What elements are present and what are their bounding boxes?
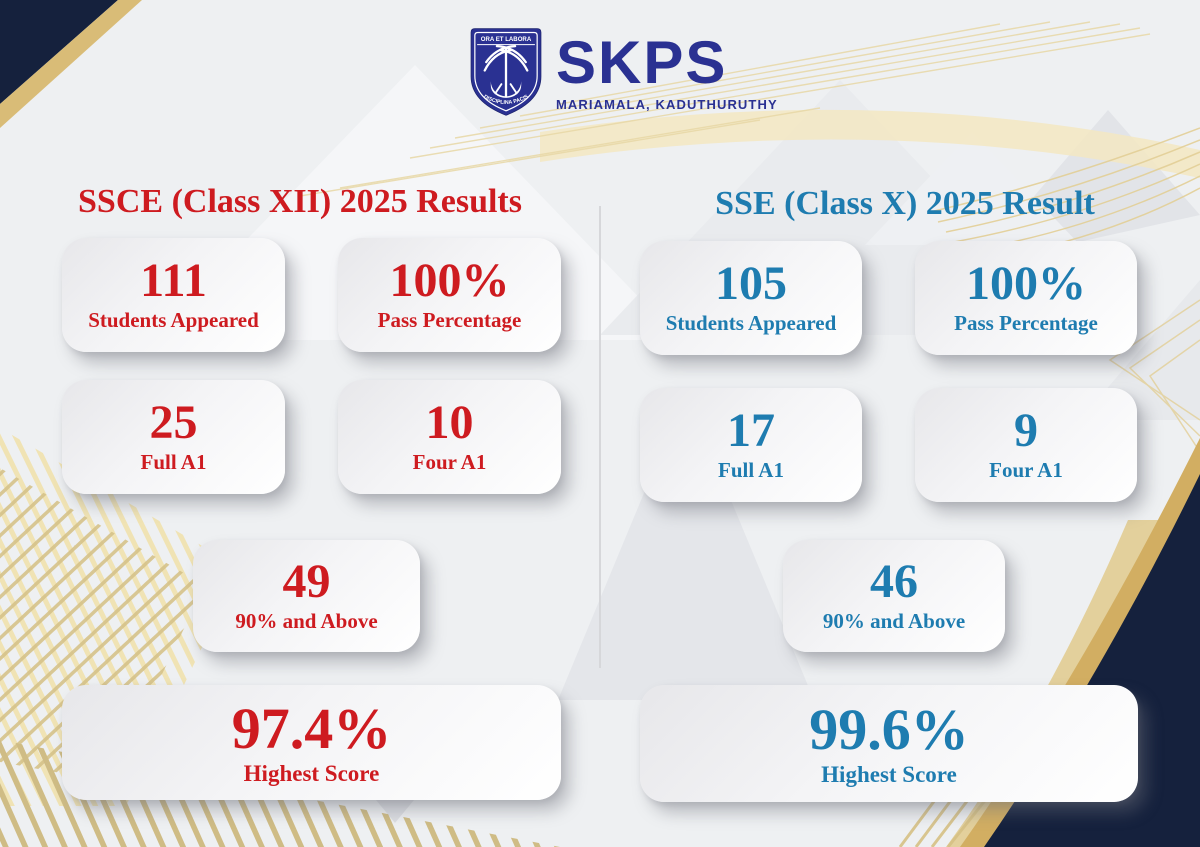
school-crest-icon: ORA ET LABORA DISCIPLINA PACIS bbox=[470, 28, 542, 116]
school-logo: ORA ET LABORA DISCIPLINA PACIS SKPS M bbox=[468, 26, 778, 118]
motto-top: ORA ET LABORA bbox=[481, 36, 532, 43]
school-location: MARIAMALA, KADUTHURUTHY bbox=[556, 96, 778, 112]
school-acronym: SKPS bbox=[556, 28, 728, 96]
column-divider bbox=[599, 206, 601, 668]
